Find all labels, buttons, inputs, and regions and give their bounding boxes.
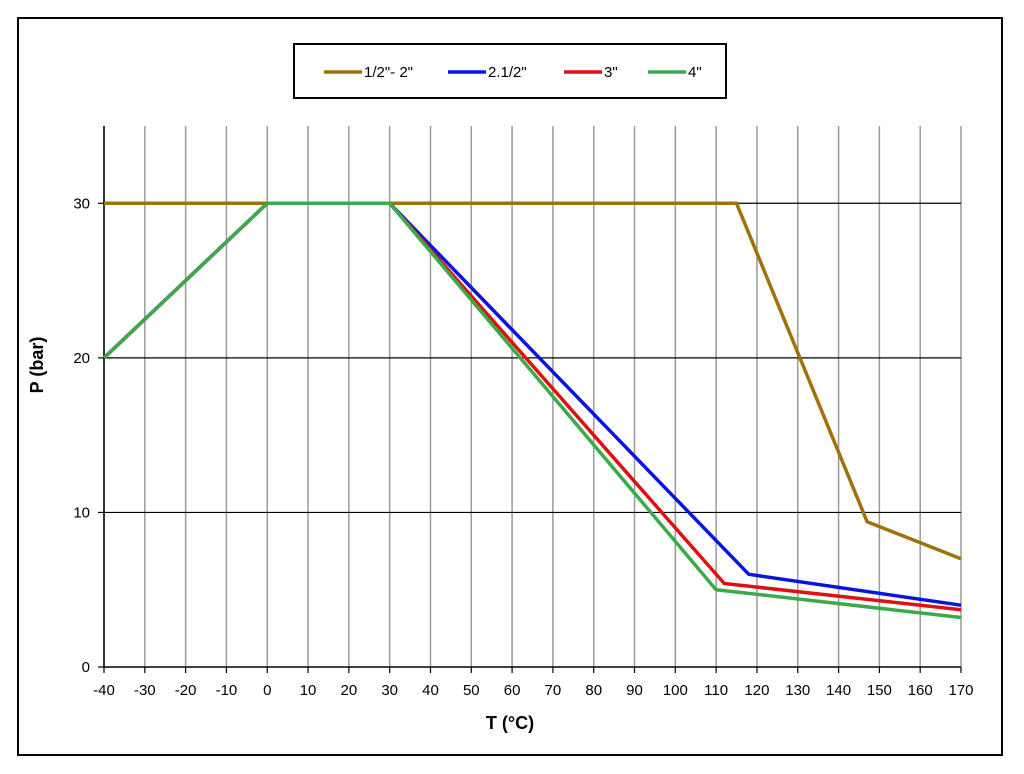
- y-tick-label: 20: [73, 350, 90, 367]
- x-tick-label: 100: [663, 682, 688, 699]
- x-tick-label: 90: [626, 682, 643, 699]
- x-axis-label: T (°C): [486, 713, 534, 733]
- x-tick-label: 140: [826, 682, 851, 699]
- x-tick-label: 40: [422, 682, 439, 699]
- tick-layer: -40 -30 -20 -10 0 10 20 30 40 50 60 70 80 90 100 110 120…: [73, 195, 973, 699]
- x-tick-label: 30: [381, 682, 398, 699]
- series-layer: [102, 201, 962, 620]
- x-tick-label: 80: [585, 682, 602, 699]
- x-tick-label: -20: [175, 682, 197, 699]
- y-tick-label: 10: [73, 504, 90, 521]
- x-tick-label: -40: [93, 682, 115, 699]
- series-line-0: [104, 201, 962, 561]
- series-line-3: [102, 201, 962, 620]
- x-tick-label: -30: [134, 682, 156, 699]
- series-line-2: [102, 201, 962, 612]
- x-tick-label: 150: [867, 682, 892, 699]
- x-tick-label: 110: [704, 682, 728, 699]
- y-tick-label: 30: [73, 195, 90, 212]
- x-tick-label: 170: [948, 682, 973, 699]
- legend-label-3: 4": [688, 64, 702, 81]
- x-tick-label: 160: [908, 682, 933, 699]
- axis-layer: [98, 126, 962, 673]
- legend-label-2: 3": [604, 64, 618, 81]
- y-axis-label: P (bar): [27, 337, 47, 394]
- x-tick-label: 0: [263, 682, 271, 699]
- x-tick-label: 120: [744, 682, 769, 699]
- legend-label-1: 2.1/2": [488, 64, 527, 81]
- x-tick-label: 70: [545, 682, 562, 699]
- legend-layer: 1/2"- 2" 2.1/2" 3" 4": [324, 64, 702, 81]
- x-tick-label: 10: [300, 682, 317, 699]
- x-tick-label: -10: [216, 682, 238, 699]
- x-tick-label: 60: [504, 682, 521, 699]
- x-tick-label: 20: [341, 682, 358, 699]
- legend-label-0: 1/2"- 2": [364, 64, 413, 81]
- series-line-1: [102, 201, 962, 607]
- x-tick-label: 50: [463, 682, 480, 699]
- y-tick-label: 0: [82, 659, 90, 676]
- x-tick-label: 130: [785, 682, 810, 699]
